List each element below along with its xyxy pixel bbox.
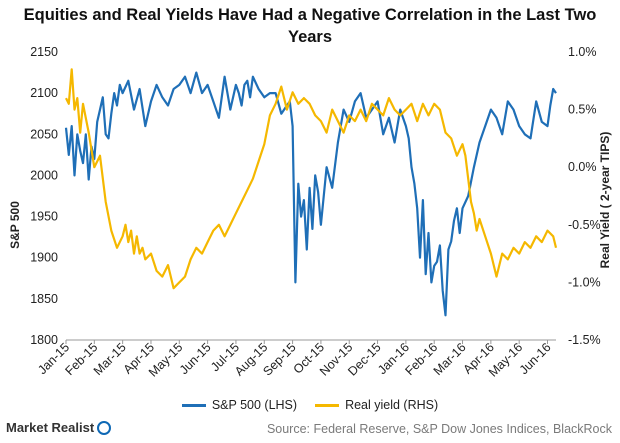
legend: S&P 500 (LHS) Real yield (RHS) — [0, 398, 620, 412]
y-tick-left-0: 2150 — [30, 45, 58, 59]
legend-swatch-sp500 — [181, 403, 206, 407]
x-tick-label-17: Jun-16 — [517, 340, 554, 377]
brand-name: Market Realist — [6, 420, 95, 435]
series-line-real-yield — [65, 68, 558, 290]
chart-title: Equities and Real Yields Have Had a Nega… — [23, 6, 597, 46]
x-tick-label-2: Mar-15 — [91, 340, 129, 378]
y-tick-right-2: 0.0% — [568, 160, 597, 174]
y-tick-left-6: 1850 — [30, 292, 58, 306]
x-tick-label-14: Mar-16 — [431, 340, 469, 378]
legend-label-sp500: S&P 500 (LHS) — [211, 398, 298, 412]
y-tick-right-3: -0.5% — [568, 218, 601, 232]
y-axis-left-label: S&P 500 — [8, 201, 22, 249]
y-tick-right-1: 0.5% — [568, 103, 597, 117]
y-tick-left-1: 2100 — [30, 86, 58, 100]
y-tick-right-0: 1.0% — [568, 45, 597, 59]
legend-label-real-yield: Real yield (RHS) — [345, 398, 439, 412]
legend-item-sp500: S&P 500 (LHS) — [181, 398, 298, 412]
y-axis-right-label: Real Yield ( 2-year TIPS) — [598, 131, 612, 269]
y-tick-left-3: 2000 — [30, 168, 58, 182]
series-layer — [64, 68, 558, 317]
chart-canvas: 2150 2100 2050 2000 1950 1900 1850 1800 1.0% 0.5%… — [30, 45, 601, 380]
y-tick-left-4: 1950 — [30, 210, 58, 224]
y-tick-right-4: -1.0% — [568, 275, 601, 289]
legend-item-real-yield: Real yield (RHS) — [315, 398, 438, 412]
y-tick-left-7: 1800 — [30, 333, 58, 347]
y-tick-right-5: -1.5% — [568, 333, 601, 347]
series-line-sp500 — [64, 71, 557, 317]
source-note: Source: Federal Reserve, S&P Dow Jones I… — [266, 422, 612, 436]
x-tick-label-5: Jun-15 — [177, 340, 214, 377]
y-tick-left-2: 2050 — [30, 127, 58, 141]
brand-mark-icon — [97, 420, 112, 435]
y-tick-left-5: 1900 — [30, 251, 58, 265]
legend-swatch-real-yield — [315, 403, 340, 407]
brand-logo: Market Realist — [6, 420, 112, 435]
